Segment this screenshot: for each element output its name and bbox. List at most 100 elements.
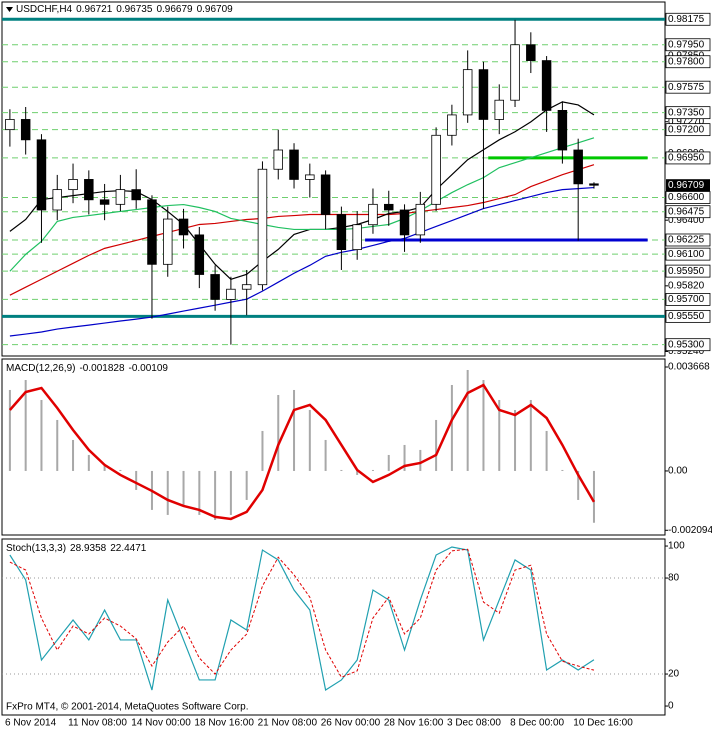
candle-body xyxy=(526,44,536,61)
macd-bar xyxy=(387,454,390,471)
macd-bar xyxy=(419,449,422,471)
macd-bar xyxy=(40,399,43,471)
macd-bar xyxy=(56,419,59,471)
indicator-line xyxy=(9,548,595,678)
header-value: 28.9358 xyxy=(70,543,107,554)
macd-bar xyxy=(308,409,311,471)
y-tick-label: 0.95240 xyxy=(668,346,705,357)
level-label-box xyxy=(665,247,711,261)
candle-body xyxy=(226,288,236,300)
macd-bar xyxy=(166,470,169,515)
macd-bar xyxy=(8,389,11,471)
level-label-box xyxy=(665,80,711,94)
candle-body xyxy=(210,274,220,300)
candle-body xyxy=(573,149,583,185)
panel-header: Stoch(13,3,3) 28.9358 22.4471 xyxy=(6,543,147,554)
current-price: 0.96709 xyxy=(668,180,705,191)
candle-body xyxy=(415,203,426,236)
candle-body xyxy=(557,109,568,151)
macd-bar xyxy=(450,384,453,471)
macd-bar xyxy=(482,380,485,471)
macd-bar xyxy=(529,399,532,471)
level-label: 0.97800 xyxy=(668,56,705,67)
level-label-box xyxy=(665,55,711,69)
candle-body xyxy=(368,203,378,226)
macd-bar xyxy=(403,444,406,471)
candle-body xyxy=(352,224,362,251)
candle-body xyxy=(84,179,94,201)
x-tick-label: 3 Dec 08:00 xyxy=(447,718,501,729)
level-label-box xyxy=(665,151,711,165)
macd-bar xyxy=(356,470,359,475)
y-tick-label: 20 xyxy=(668,669,680,680)
level-label-box xyxy=(665,293,711,306)
current-price-box xyxy=(666,179,710,192)
candle-body xyxy=(399,209,410,236)
candle-body xyxy=(178,218,189,236)
level-label: 0.95700 xyxy=(668,294,705,305)
candle-body xyxy=(462,69,473,116)
level-label-box xyxy=(665,233,711,247)
candle-body xyxy=(147,199,157,265)
x-tick-label: 18 Nov 16:00 xyxy=(194,718,254,729)
macd-bar xyxy=(229,470,232,515)
level-label-box xyxy=(665,205,711,219)
macd-bar xyxy=(245,470,248,500)
candle-body xyxy=(99,199,110,205)
candle-body xyxy=(194,234,205,275)
indicator-line xyxy=(9,101,595,280)
level-label: 0.96475 xyxy=(668,206,705,217)
candle-body xyxy=(494,99,504,120)
candle-body xyxy=(289,149,299,180)
macd-bar xyxy=(561,469,564,471)
candle-body xyxy=(68,179,78,191)
header-value: 22.4471 xyxy=(110,543,147,554)
macd-bar xyxy=(72,439,75,471)
x-tick-label: 28 Nov 16:00 xyxy=(384,718,444,729)
candle-body xyxy=(510,44,520,101)
x-tick-label: 11 Nov 08:00 xyxy=(68,718,127,729)
candle-body xyxy=(20,119,31,141)
y-tick-label: 100 xyxy=(668,541,685,552)
level-label-box xyxy=(665,12,711,26)
level-label: 0.97950 xyxy=(668,39,705,50)
candle-body xyxy=(478,69,489,120)
macd-bar xyxy=(340,469,343,471)
macd-bar xyxy=(119,469,122,471)
y-tick-label: 0.00 xyxy=(668,466,688,477)
macd-panel xyxy=(1,358,666,536)
level-label-box xyxy=(665,123,711,137)
x-tick-label: 6 Nov 2014 xyxy=(5,718,57,729)
candle-body xyxy=(273,149,283,170)
candle-body xyxy=(52,189,62,211)
header-value: 0.96735 xyxy=(116,4,153,15)
candle-body xyxy=(320,174,331,215)
x-tick-label: 26 Nov 00:00 xyxy=(321,718,381,729)
macd-bar xyxy=(545,430,548,471)
header-value: -0.001828 xyxy=(79,363,124,374)
macd-bar xyxy=(592,470,595,523)
macd-bar xyxy=(103,464,106,471)
macd-bar xyxy=(435,419,438,471)
indicator-line xyxy=(9,164,595,296)
level-label: 0.98175 xyxy=(668,14,705,25)
level-label: 0.96950 xyxy=(668,153,705,164)
candle-body xyxy=(431,134,441,205)
level-label: 0.95550 xyxy=(668,311,705,322)
x-tick-label: 8 Dec 00:00 xyxy=(510,718,564,729)
header-value: 0.96721 xyxy=(76,4,113,15)
y-tick-label: 0 xyxy=(668,701,674,712)
level-label-box xyxy=(665,106,711,120)
level-label: 0.95950 xyxy=(668,266,705,277)
indicator-line xyxy=(8,383,596,521)
x-tick-label: 10 Dec 16:00 xyxy=(573,718,633,729)
panel-title: MACD(12,26,9) xyxy=(6,363,75,374)
x-tick-label: 14 Nov 00:00 xyxy=(131,718,191,729)
macd-bar xyxy=(498,399,501,471)
candle-body xyxy=(541,60,552,111)
candle-body xyxy=(163,218,173,265)
panel-header: USDCHF,H4 0.96721 0.96735 0.96679 0.96709 xyxy=(16,4,233,15)
